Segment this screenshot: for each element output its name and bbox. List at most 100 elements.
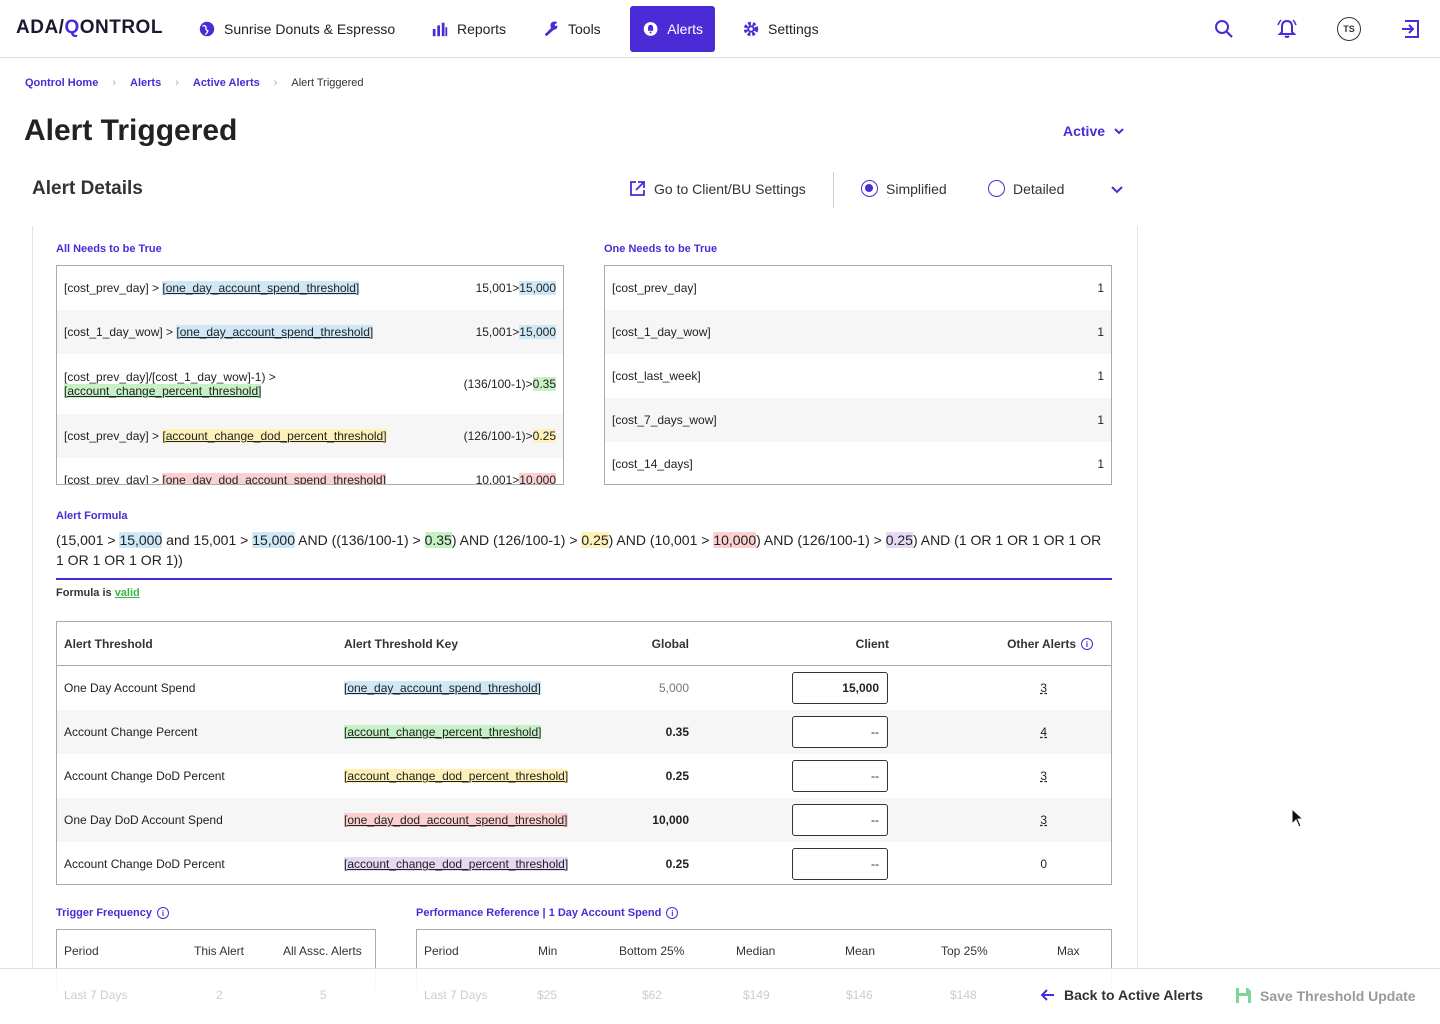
threshold-key-label: [account_change_dod_percent_threshold] [344,857,569,871]
condition-text: [cost_1_day_wow] > [64,325,177,339]
alert-icon [643,22,658,36]
value-threshold: 15,000 [519,325,556,339]
header-client: Client [855,637,889,651]
threshold-key-label: [one_day_account_spend_threshold] [344,681,541,695]
arrow-left-icon [1040,989,1054,1001]
value-text: 10,001> [475,473,520,485]
client-threshold-input[interactable]: -- [792,716,888,748]
detailed-radio[interactable]: Detailed [988,180,1064,197]
condition-text: [cost_prev_day] > [64,281,163,295]
nav-reports[interactable]: Reports [419,6,518,52]
alert-details-title: Alert Details [32,178,143,199]
trigger-frequency-table: Period This Alert All Assc. Alerts [56,929,376,989]
other-alerts-link[interactable]: 3 [1040,813,1047,827]
condition-value: 1 [1097,457,1104,471]
breadcrumb-active-alerts[interactable]: Active Alerts [192,77,260,89]
other-alerts-count: 3 [977,666,1047,710]
condition-text: [cost_prev_day] > [64,473,163,485]
formula-threshold: 15,000 [252,532,296,548]
condition-value: 15,001>15,000 [476,281,556,295]
back-to-active-alerts-button[interactable]: Back to Active Alerts [1040,987,1203,1003]
threshold-key-label: [account_change_dod_percent_threshold] [344,769,569,783]
chevron-right-icon: › [175,77,179,89]
simplified-radio[interactable]: Simplified [861,180,947,197]
threshold-key: [one_day_dod_account_spend_threshold] [162,473,386,485]
header-period: Period [64,944,99,958]
app-logo[interactable]: ADA/QONTROL [16,17,163,38]
search-icon[interactable] [1212,17,1236,41]
save-icon [1236,988,1251,1003]
condition-row: [cost_prev_day] 1 [605,266,1111,310]
formula-part: ) AND (10,001 > [608,532,714,548]
condition-expression: [cost_prev_day] [612,281,697,295]
nav-tools[interactable]: Tools [530,6,613,52]
all-true-box[interactable]: [cost_prev_day] > [one_day_account_spend… [56,265,564,485]
table-header: Period Min Bottom 25% Median Mean Top 25… [417,930,1111,972]
header-median: Median [736,944,776,958]
client-threshold-input[interactable]: -- [792,804,888,836]
info-icon[interactable]: i [156,907,169,919]
one-true-box[interactable]: [cost_prev_day] 1 [cost_1_day_wow] 1 [cost_l… [604,265,1112,485]
logout-icon[interactable] [1399,17,1423,41]
condition-row: [cost_14_days] 1 [605,442,1111,484]
threshold-key: [account_change_dod_percent_threshold] [162,429,387,443]
other-alerts-link[interactable]: 4 [1040,725,1047,739]
header-max: Max [1057,944,1080,958]
faded-cell: $148 [950,988,977,1002]
formula-divider [56,578,1112,580]
condition-row: [cost_prev_day] > [one_day_dod_account_s… [57,458,563,485]
status-dropdown[interactable]: Active [1063,123,1125,139]
table-row: Account Change Percent [account_change_pe… [57,710,1111,754]
user-avatar[interactable]: TS [1337,17,1361,41]
chevron-right-icon: › [112,77,117,89]
radio-selected-icon [861,180,878,197]
table-row: One Day Account Spend [one_day_account_sp… [57,666,1111,710]
wrench-icon [544,21,558,37]
other-alerts-link: 0 [1040,857,1047,871]
breadcrumb-qontrol-home[interactable]: Qontrol Home [25,77,99,89]
condition-row: [cost_7_days_wow] 1 [605,398,1111,442]
threshold-key: [account_change_percent_threshold] [344,710,542,754]
breadcrumb-current: Alert Triggered [291,77,364,89]
formula-threshold: 0.35 [424,532,452,548]
condition-value: 1 [1097,281,1104,295]
condition-value: 10,001>10,000 [475,473,556,485]
threshold-name: One Day Account Spend [64,681,196,695]
header-min: Min [538,944,558,958]
nav-alerts[interactable]: Alerts [630,6,715,52]
bell-icon[interactable] [1275,17,1299,41]
client-threshold-input[interactable]: -- [792,848,888,880]
faded-cell: 2 [216,988,223,1002]
value-text: (136/100-1)> [463,377,533,391]
other-alerts-count: 0 [977,842,1047,886]
threshold-name: Account Change Percent [64,725,198,739]
formula-threshold: 10,000 [713,532,757,548]
threshold-key: [one_day_account_spend_threshold] [176,325,374,339]
formula-part: ) AND (126/100-1) > [756,532,886,548]
value-threshold: 15,000 [519,281,556,295]
breadcrumb: Qontrol Home › Alerts › Active Alerts › … [25,77,364,89]
thresholds-table: Alert Threshold Alert Threshold Key Glob… [56,621,1112,885]
header-top-25: Top 25% [941,944,988,958]
condition-text: [cost_prev_day] > [64,429,163,443]
info-icon[interactable]: i [666,907,679,919]
client-threshold-input[interactable]: -- [792,760,888,792]
divider [833,172,834,208]
other-alerts-link[interactable]: 3 [1040,769,1047,783]
collapse-chevron-icon[interactable] [1110,182,1124,199]
trigger-frequency-label: Trigger Frequency i [56,907,169,919]
goto-client-settings-button[interactable]: Go to Client/BU Settings [629,180,806,197]
formula-part: ) AND (1 OR 1 OR 1 OR 1 OR 1 OR 1 OR 1 O… [56,532,1102,568]
nav-client-selector[interactable]: Sunrise Donuts & Espresso [186,6,407,52]
global-value: 0.35 [665,725,689,739]
nav-settings[interactable]: Settings [730,6,831,52]
faded-cell: $62 [642,988,663,1002]
threshold-key: [one_day_account_spend_threshold] [344,666,541,710]
other-alerts-link[interactable]: 3 [1040,681,1047,695]
info-icon[interactable]: i [1081,638,1093,650]
client-threshold-input[interactable]: 15,000 [792,672,888,704]
other-alerts-count: 4 [977,710,1047,754]
breadcrumb-alerts[interactable]: Alerts [130,77,162,89]
save-threshold-button[interactable]: Save Threshold Update [1235,987,1416,1004]
gear-icon [743,21,759,37]
